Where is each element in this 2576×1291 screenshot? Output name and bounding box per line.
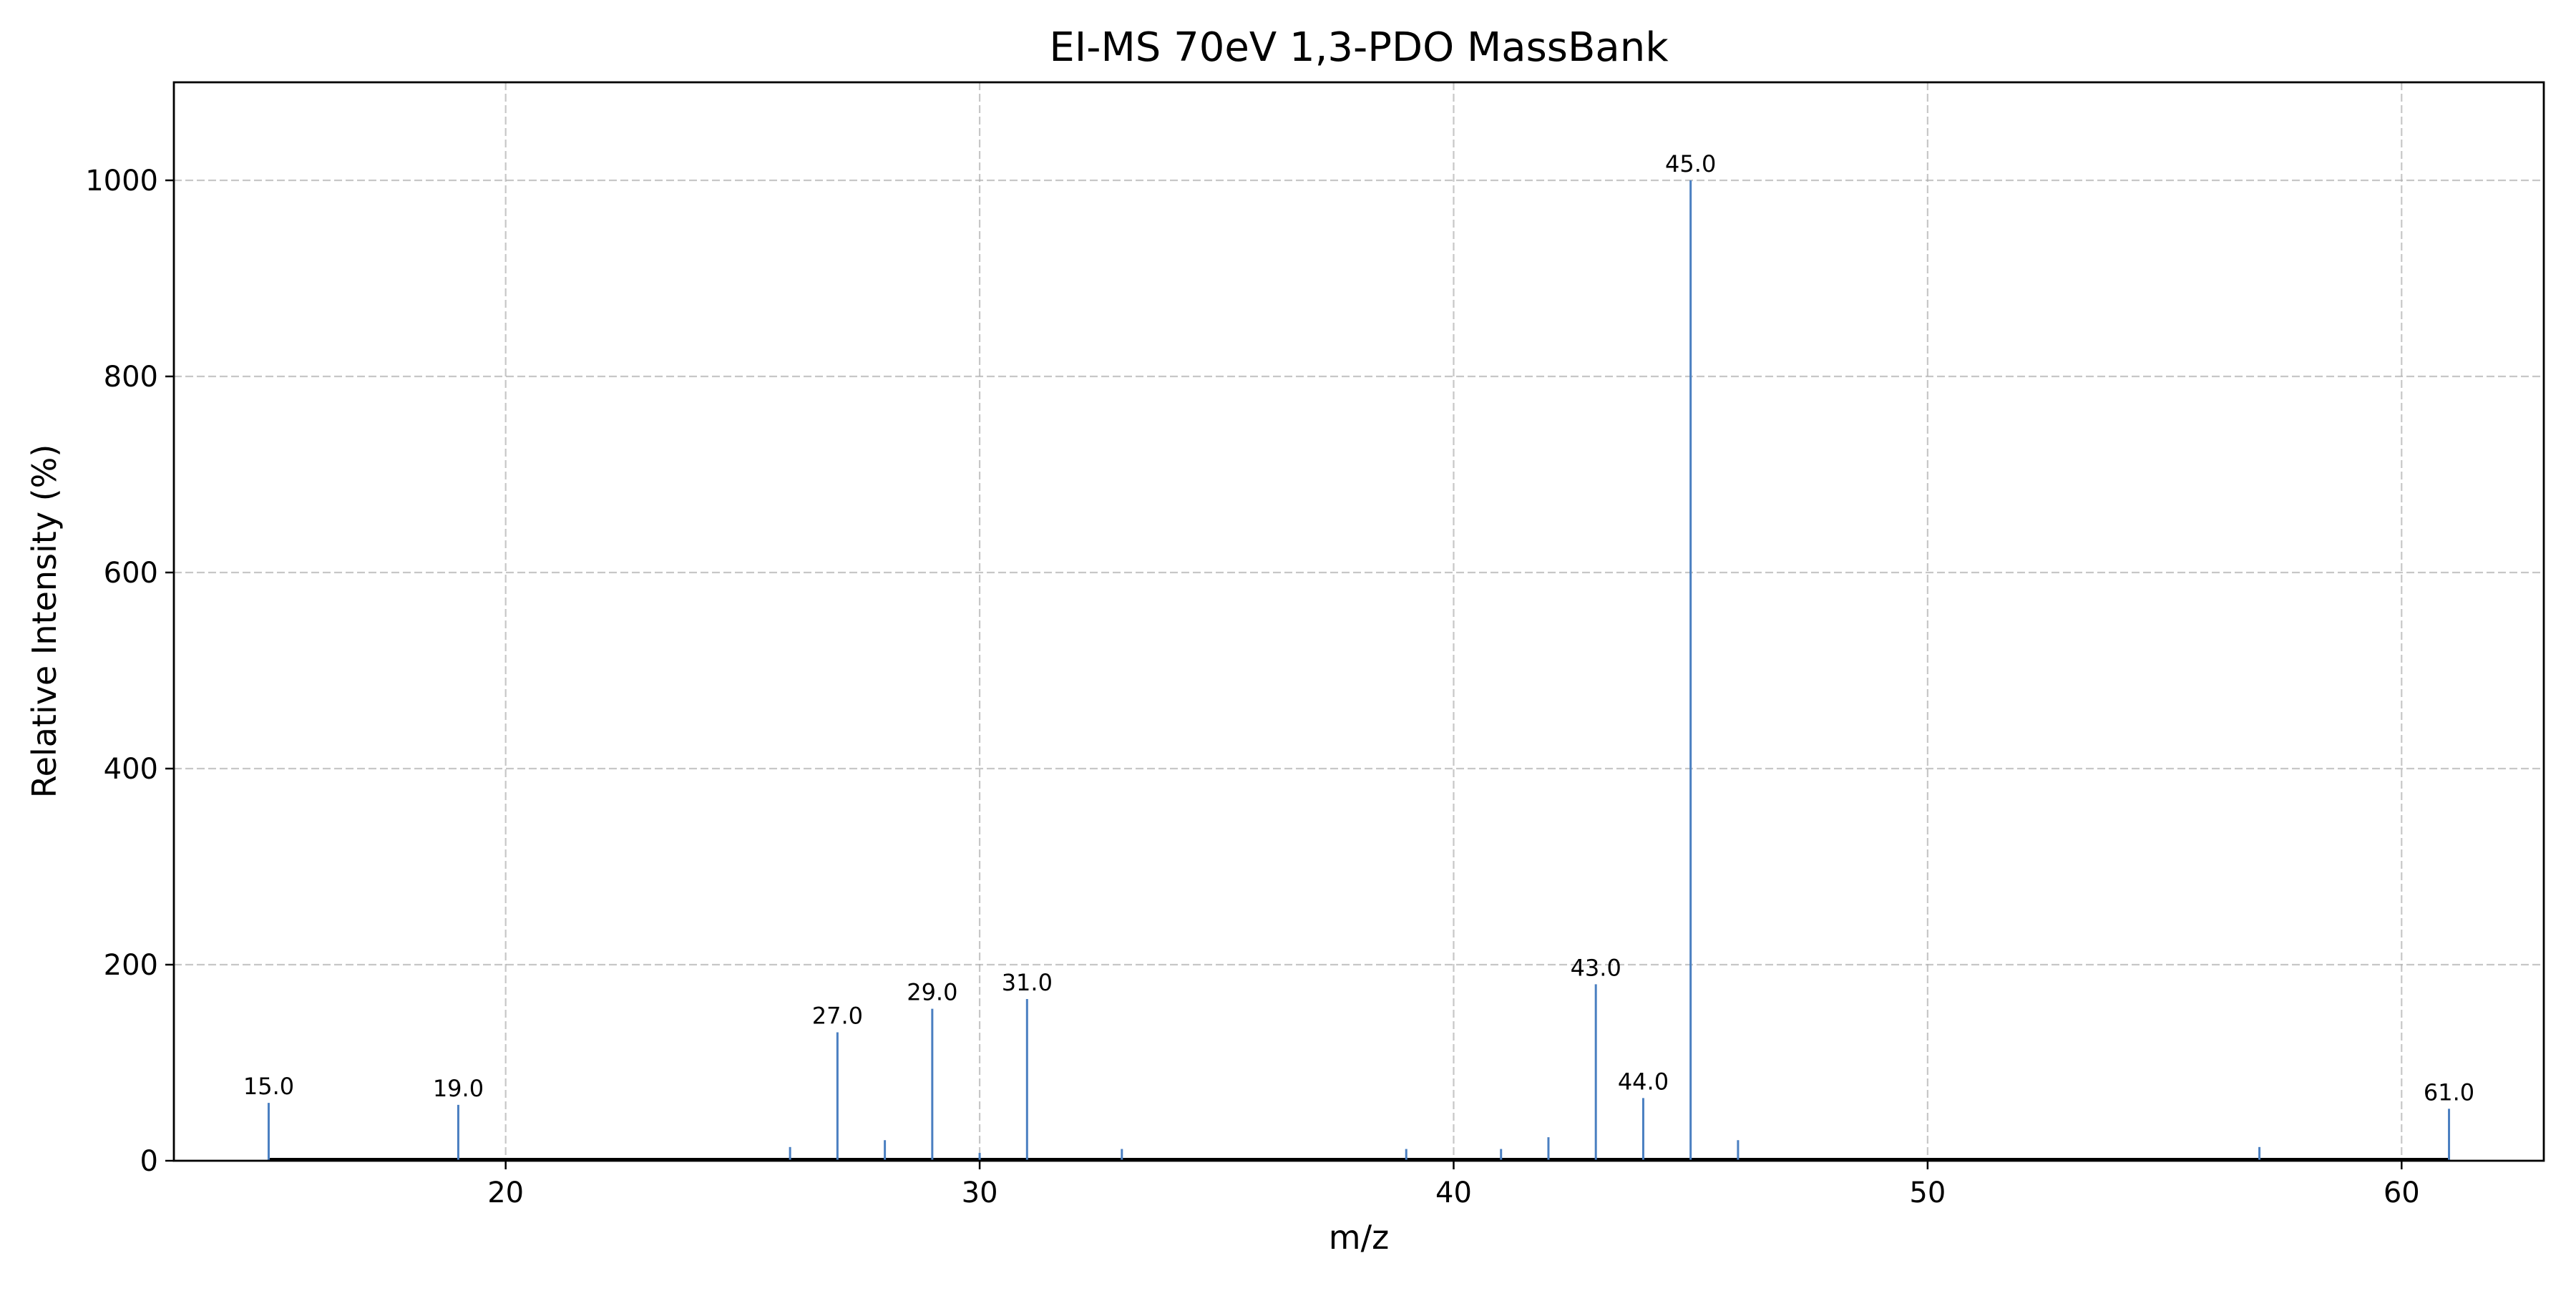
peak-label: 31.0	[1002, 969, 1053, 996]
x-tick-label: 40	[1435, 1176, 1472, 1209]
y-tick-label: 1000	[85, 165, 158, 198]
y-tick-label: 400	[104, 753, 158, 786]
y-tick-label: 0	[140, 1145, 158, 1178]
x-axis-label: m/z	[1329, 1218, 1389, 1257]
peak-label: 45.0	[1665, 150, 1716, 177]
grid-layer	[174, 82, 2544, 1161]
y-tick-label: 200	[104, 949, 158, 982]
stem-layer	[267, 180, 2451, 1161]
x-tick-label: 30	[962, 1176, 998, 1209]
x-tick-label: 50	[1909, 1176, 1946, 1209]
chart-title: EI-MS 70eV 1,3-PDO MassBank	[1049, 24, 1669, 71]
y-tick-label: 600	[104, 557, 158, 590]
peak-label: 29.0	[907, 979, 957, 1006]
peak-label: 43.0	[1571, 954, 1621, 981]
peak-label: 61.0	[2424, 1078, 2474, 1106]
peak-label: 15.0	[243, 1073, 294, 1100]
plot-frame	[172, 81, 2545, 1162]
y-tick-label: 800	[104, 361, 158, 394]
peak-label-layer: 15.0 19.0 27.0 29.0 31.0 43.0 44.0 45.0 61.0	[243, 150, 2474, 1106]
peak-label: 27.0	[812, 1003, 863, 1030]
x-tick-label: 20	[487, 1176, 524, 1209]
x-tick-label: 60	[2384, 1176, 2420, 1209]
peak-label: 44.0	[1618, 1068, 1669, 1095]
y-axis-label: Relative Intensity (%)	[25, 444, 64, 799]
peak-label: 19.0	[433, 1075, 484, 1102]
